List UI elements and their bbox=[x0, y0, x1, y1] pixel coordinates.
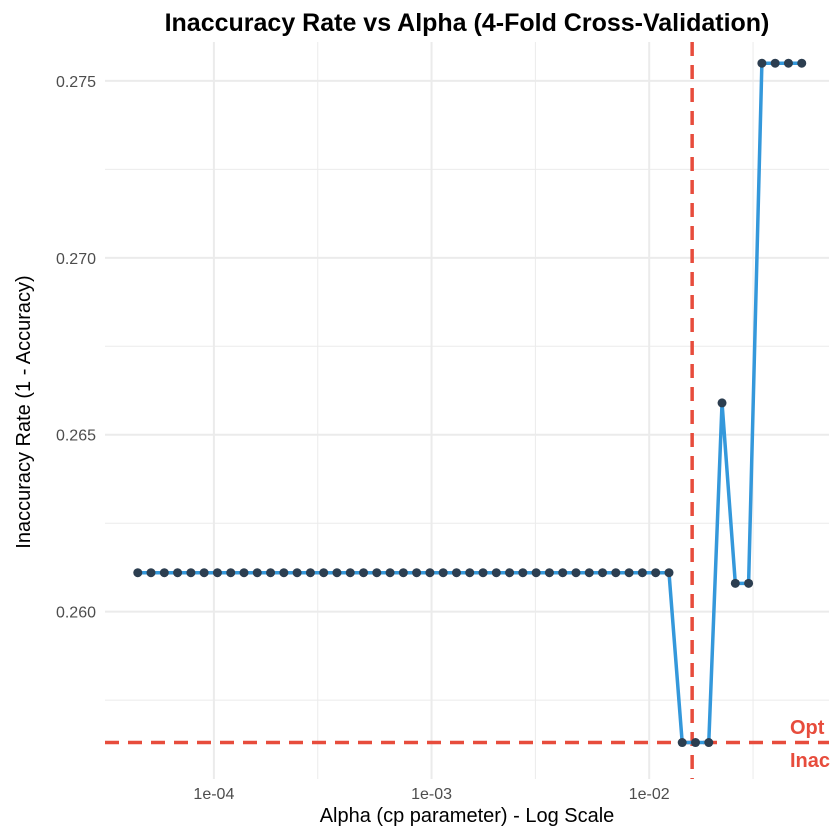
data-point bbox=[531, 568, 541, 578]
data-point bbox=[744, 578, 754, 588]
data-point bbox=[518, 568, 528, 578]
data-point bbox=[372, 568, 382, 578]
data-point bbox=[332, 568, 342, 578]
data-point bbox=[173, 568, 183, 578]
annotation-text: Opt bbox=[790, 717, 825, 739]
data-point bbox=[425, 568, 435, 578]
data-point bbox=[664, 568, 674, 578]
data-point bbox=[598, 568, 608, 578]
y-axis-title: Inaccuracy Rate (1 - Accuracy) bbox=[13, 275, 35, 548]
data-point bbox=[133, 568, 143, 578]
data-point bbox=[770, 58, 780, 68]
data-point bbox=[624, 568, 634, 578]
y-tick-labels: 0.260 0.265 0.270 0.275 bbox=[56, 74, 96, 622]
data-point bbox=[398, 568, 408, 578]
data-point bbox=[451, 568, 461, 578]
data-point bbox=[717, 398, 727, 408]
data-point bbox=[359, 568, 369, 578]
series-line bbox=[137, 61, 802, 745]
data-point bbox=[159, 568, 169, 578]
x-tick-label: 1e-04 bbox=[193, 786, 234, 803]
x-tick-label: 1e-03 bbox=[411, 786, 452, 803]
annotation-text: Inac bbox=[790, 750, 830, 772]
data-point bbox=[637, 568, 647, 578]
data-point bbox=[704, 738, 714, 748]
data-point bbox=[491, 568, 501, 578]
y-tick-label: 0.275 bbox=[56, 74, 96, 91]
data-point bbox=[412, 568, 422, 578]
data-point bbox=[212, 568, 222, 578]
data-point bbox=[305, 568, 315, 578]
data-point bbox=[611, 568, 621, 578]
data-point bbox=[544, 568, 554, 578]
data-point bbox=[757, 58, 767, 68]
data-point bbox=[319, 568, 329, 578]
data-point bbox=[146, 568, 156, 578]
y-tick-label: 0.265 bbox=[56, 428, 96, 445]
data-point bbox=[505, 568, 515, 578]
data-point bbox=[279, 568, 289, 578]
annotations: Opt Inac bbox=[790, 717, 830, 772]
x-axis-title: Alpha (cp parameter) - Log Scale bbox=[320, 805, 615, 827]
data-point bbox=[558, 568, 568, 578]
x-tick-labels: 1e-04 1e-03 1e-02 bbox=[193, 786, 669, 803]
data-point bbox=[292, 568, 302, 578]
data-point bbox=[345, 568, 355, 578]
data-point bbox=[783, 58, 793, 68]
data-point bbox=[465, 568, 475, 578]
x-tick-label: 1e-02 bbox=[629, 786, 670, 803]
data-point bbox=[385, 568, 395, 578]
data-point bbox=[252, 568, 262, 578]
chart-title: Inaccuracy Rate vs Alpha (4-Fold Cross-V… bbox=[165, 9, 770, 37]
data-point bbox=[797, 58, 807, 68]
data-point bbox=[438, 568, 448, 578]
data-point bbox=[266, 568, 276, 578]
data-point bbox=[226, 568, 236, 578]
data-point bbox=[478, 568, 488, 578]
data-point bbox=[651, 568, 661, 578]
data-point bbox=[691, 738, 701, 748]
data-point bbox=[199, 568, 209, 578]
data-point bbox=[677, 738, 687, 748]
series-layer bbox=[133, 58, 807, 748]
y-tick-label: 0.270 bbox=[56, 251, 96, 268]
y-tick-label: 0.260 bbox=[56, 605, 96, 622]
data-point bbox=[186, 568, 196, 578]
data-point bbox=[730, 578, 740, 588]
major-gridlines bbox=[105, 42, 829, 779]
data-point bbox=[584, 568, 594, 578]
data-point bbox=[571, 568, 581, 578]
data-point bbox=[239, 568, 249, 578]
